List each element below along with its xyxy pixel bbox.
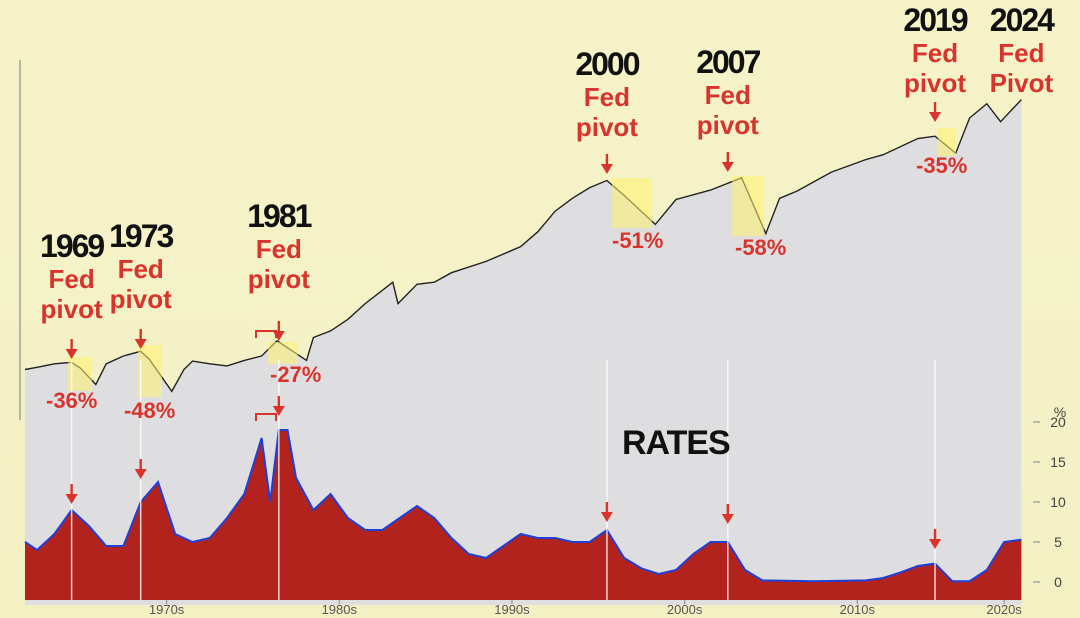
pivot-arrow (929, 102, 942, 122)
drawdown-highlight (268, 342, 298, 364)
pivot-year: 1969 (40, 228, 105, 264)
pivot-arrow (65, 484, 78, 504)
pivot-label: Fed Pivot (989, 38, 1054, 98)
drawdown-label: -58% (735, 235, 787, 260)
pivot-label: Fed pivot (696, 80, 759, 140)
pivot-year: 2000 (575, 46, 640, 82)
y-tick-label: 15 (1050, 454, 1066, 470)
drawdown-label: -35% (916, 153, 968, 178)
x-tick-label: 2000s (667, 602, 703, 617)
pivot-label: Fed pivot (109, 254, 172, 314)
pivot-arrow (929, 529, 942, 549)
drawdown-label: -51% (612, 228, 664, 253)
pivot-arrow (134, 459, 147, 479)
pivot-arrow (272, 396, 285, 416)
pivot-arrow (721, 152, 734, 172)
x-tick-label: 1980s (322, 602, 358, 617)
drawdown-highlight (732, 176, 764, 236)
pivot-year: 1981 (247, 198, 312, 234)
pivot-label: Fed pivot (575, 82, 638, 142)
drawdown-label: -48% (124, 398, 176, 423)
pivot-label: Fed pivot (903, 38, 967, 98)
drawdown-highlight (612, 178, 652, 228)
pivot-arrow (600, 154, 613, 174)
rate-line (24, 429, 1022, 583)
y-tick-label: 5 (1054, 534, 1062, 550)
pivot-annotation: 2007 Fed pivot (683, 44, 773, 140)
y-tick-label: 0 (1054, 574, 1062, 590)
pivot-annotation: 1969 Fed pivot (27, 228, 117, 324)
pivot-label: Fed pivot (40, 264, 103, 324)
pivot-year: 2019 (903, 2, 968, 38)
pivot-year: 2024 (989, 2, 1055, 38)
pivot-arrow (65, 339, 78, 359)
pivot-annotation: 1973 Fed pivot (96, 218, 186, 314)
y-tick-label: 10 (1050, 494, 1066, 510)
drawdown-highlight (938, 128, 956, 156)
pivot-annotation: 2000 Fed pivot (562, 46, 652, 142)
x-tick-label: 1970s (149, 602, 185, 617)
x-tick-label: 2020s (986, 602, 1022, 617)
y-tick-label: 20 (1050, 414, 1066, 430)
x-tick-label: 1990s (494, 602, 530, 617)
pivot-year: 2007 (696, 44, 761, 80)
y-axis-label: % (1054, 404, 1066, 420)
pivot-label: Fed pivot (247, 234, 310, 294)
drawdown-label: -36% (46, 388, 98, 413)
rates-title: RATES (622, 424, 731, 462)
drawdown-label: -27% (270, 362, 322, 387)
x-tick-label: 2010s (840, 602, 876, 617)
pivot-arrow (600, 502, 613, 522)
pivot-arrow (134, 329, 147, 349)
pivot-annotation: 2019 Fed pivot (890, 2, 980, 98)
pivot-arrow (721, 504, 734, 524)
drawdown-highlight (138, 345, 162, 397)
pivot-bracket (255, 330, 277, 421)
pivot-annotation: 2024 Fed Pivot (976, 2, 1066, 98)
pivot-year: 1973 (109, 218, 174, 254)
pivot-annotation: 1981 Fed pivot (234, 198, 324, 294)
